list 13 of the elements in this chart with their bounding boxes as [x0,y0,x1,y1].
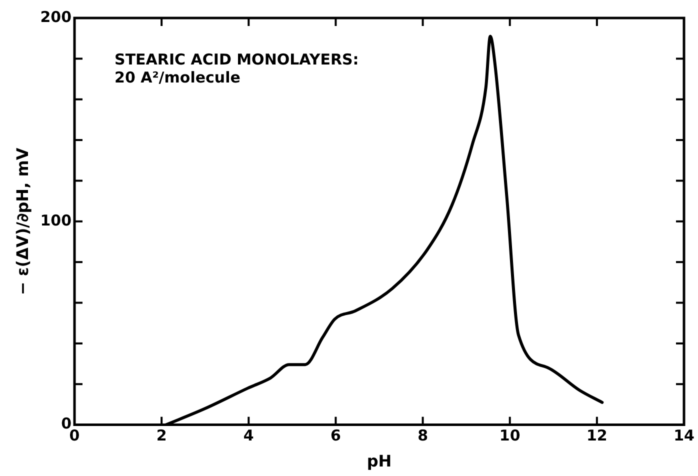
x-tick-label: 6 [330,426,341,445]
y-axis-title: − ε(ΔV)/∂pH, mV [12,147,32,296]
annotation: 20 A²/molecule [114,68,240,86]
y-tick-label: 200 [40,8,72,26]
x-tick-label: 10 [499,426,520,445]
x-tick-label: 14 [674,426,694,445]
x-tick-label: 12 [586,426,608,445]
y-tick-label: 100 [40,211,72,230]
x-tick-label: 2 [156,426,167,445]
x-tick-label: 8 [418,426,428,445]
annotation: STEARIC ACID MONOLAYERS: [114,50,359,68]
x-axis-title: pH [366,452,392,471]
x-tick-label: 4 [243,426,254,445]
